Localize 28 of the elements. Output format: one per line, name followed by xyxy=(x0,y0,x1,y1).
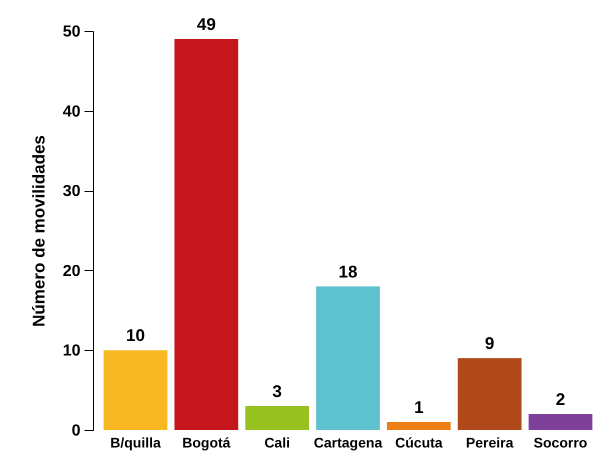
data-label: 49 xyxy=(196,14,216,34)
data-label: 18 xyxy=(338,262,358,282)
y-axis-title: Número de movilidades xyxy=(30,135,49,327)
data-label: 2 xyxy=(556,390,566,410)
bar xyxy=(174,38,238,430)
data-label: 10 xyxy=(126,326,145,346)
bar xyxy=(245,406,310,430)
y-tick-label: 10 xyxy=(62,342,81,360)
bar xyxy=(458,358,522,430)
bar xyxy=(386,422,451,430)
y-tick-label: 50 xyxy=(62,24,81,40)
data-label: 9 xyxy=(484,334,494,354)
x-tick-label: Cali xyxy=(264,434,290,450)
data-label: 1 xyxy=(414,398,424,418)
x-tick-label: B/quilla xyxy=(110,434,161,450)
bar xyxy=(316,286,380,430)
data-label: 3 xyxy=(272,382,282,402)
y-tick-label: 0 xyxy=(72,422,81,440)
x-tick-label: Pereira xyxy=(466,434,514,450)
y-tick-label: 20 xyxy=(62,262,81,280)
x-tick-label: Cartagena xyxy=(314,434,382,450)
y-tick-label: 30 xyxy=(62,183,81,200)
x-tick-label: Cúcuta xyxy=(395,434,443,450)
y-tick-label: 40 xyxy=(62,103,81,120)
x-tick-label: Bogotá xyxy=(182,434,231,450)
bar xyxy=(528,414,592,430)
x-tick-label: Socorro xyxy=(534,434,588,450)
bar xyxy=(104,350,168,430)
